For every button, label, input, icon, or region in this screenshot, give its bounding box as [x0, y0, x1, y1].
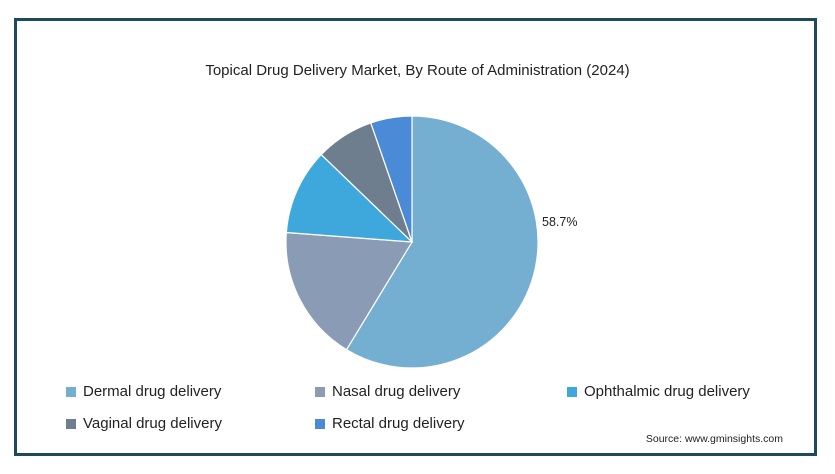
legend-label: Ophthalmic drug delivery	[584, 383, 750, 400]
legend-label: Dermal drug delivery	[83, 383, 222, 400]
pie-slice-dermal-drug-delivery	[345, 115, 539, 369]
legend-label: Rectal drug delivery	[332, 415, 465, 432]
legend-label: Vaginal drug delivery	[83, 415, 222, 432]
pie-slice-ophthalmic-drug-delivery	[285, 153, 414, 243]
legend-item-vaginal: Vaginal drug delivery	[66, 415, 222, 432]
legend-item-rectal: Rectal drug delivery	[315, 415, 465, 432]
slice-value-label: 58.7%	[542, 215, 577, 229]
legend-swatch	[567, 387, 577, 397]
legend-item-dermal: Dermal drug delivery	[66, 383, 221, 400]
chart-title: Topical Drug Delivery Market, By Route o…	[205, 62, 630, 79]
legend-swatch	[315, 419, 325, 429]
legend-swatch	[66, 387, 76, 397]
legend-item-nasal: Nasal drug delivery	[315, 383, 460, 400]
source-note: Source: www.gminsights.com	[645, 433, 783, 445]
legend-label: Nasal drug delivery	[332, 383, 461, 400]
legend-item-ophthalmic: Ophthalmic drug delivery	[567, 383, 750, 400]
legend-swatch	[315, 387, 325, 397]
legend-swatch	[66, 419, 76, 429]
pie-slice-nasal-drug-delivery	[285, 231, 414, 351]
pie-slice-rectal-drug-delivery	[370, 115, 413, 243]
